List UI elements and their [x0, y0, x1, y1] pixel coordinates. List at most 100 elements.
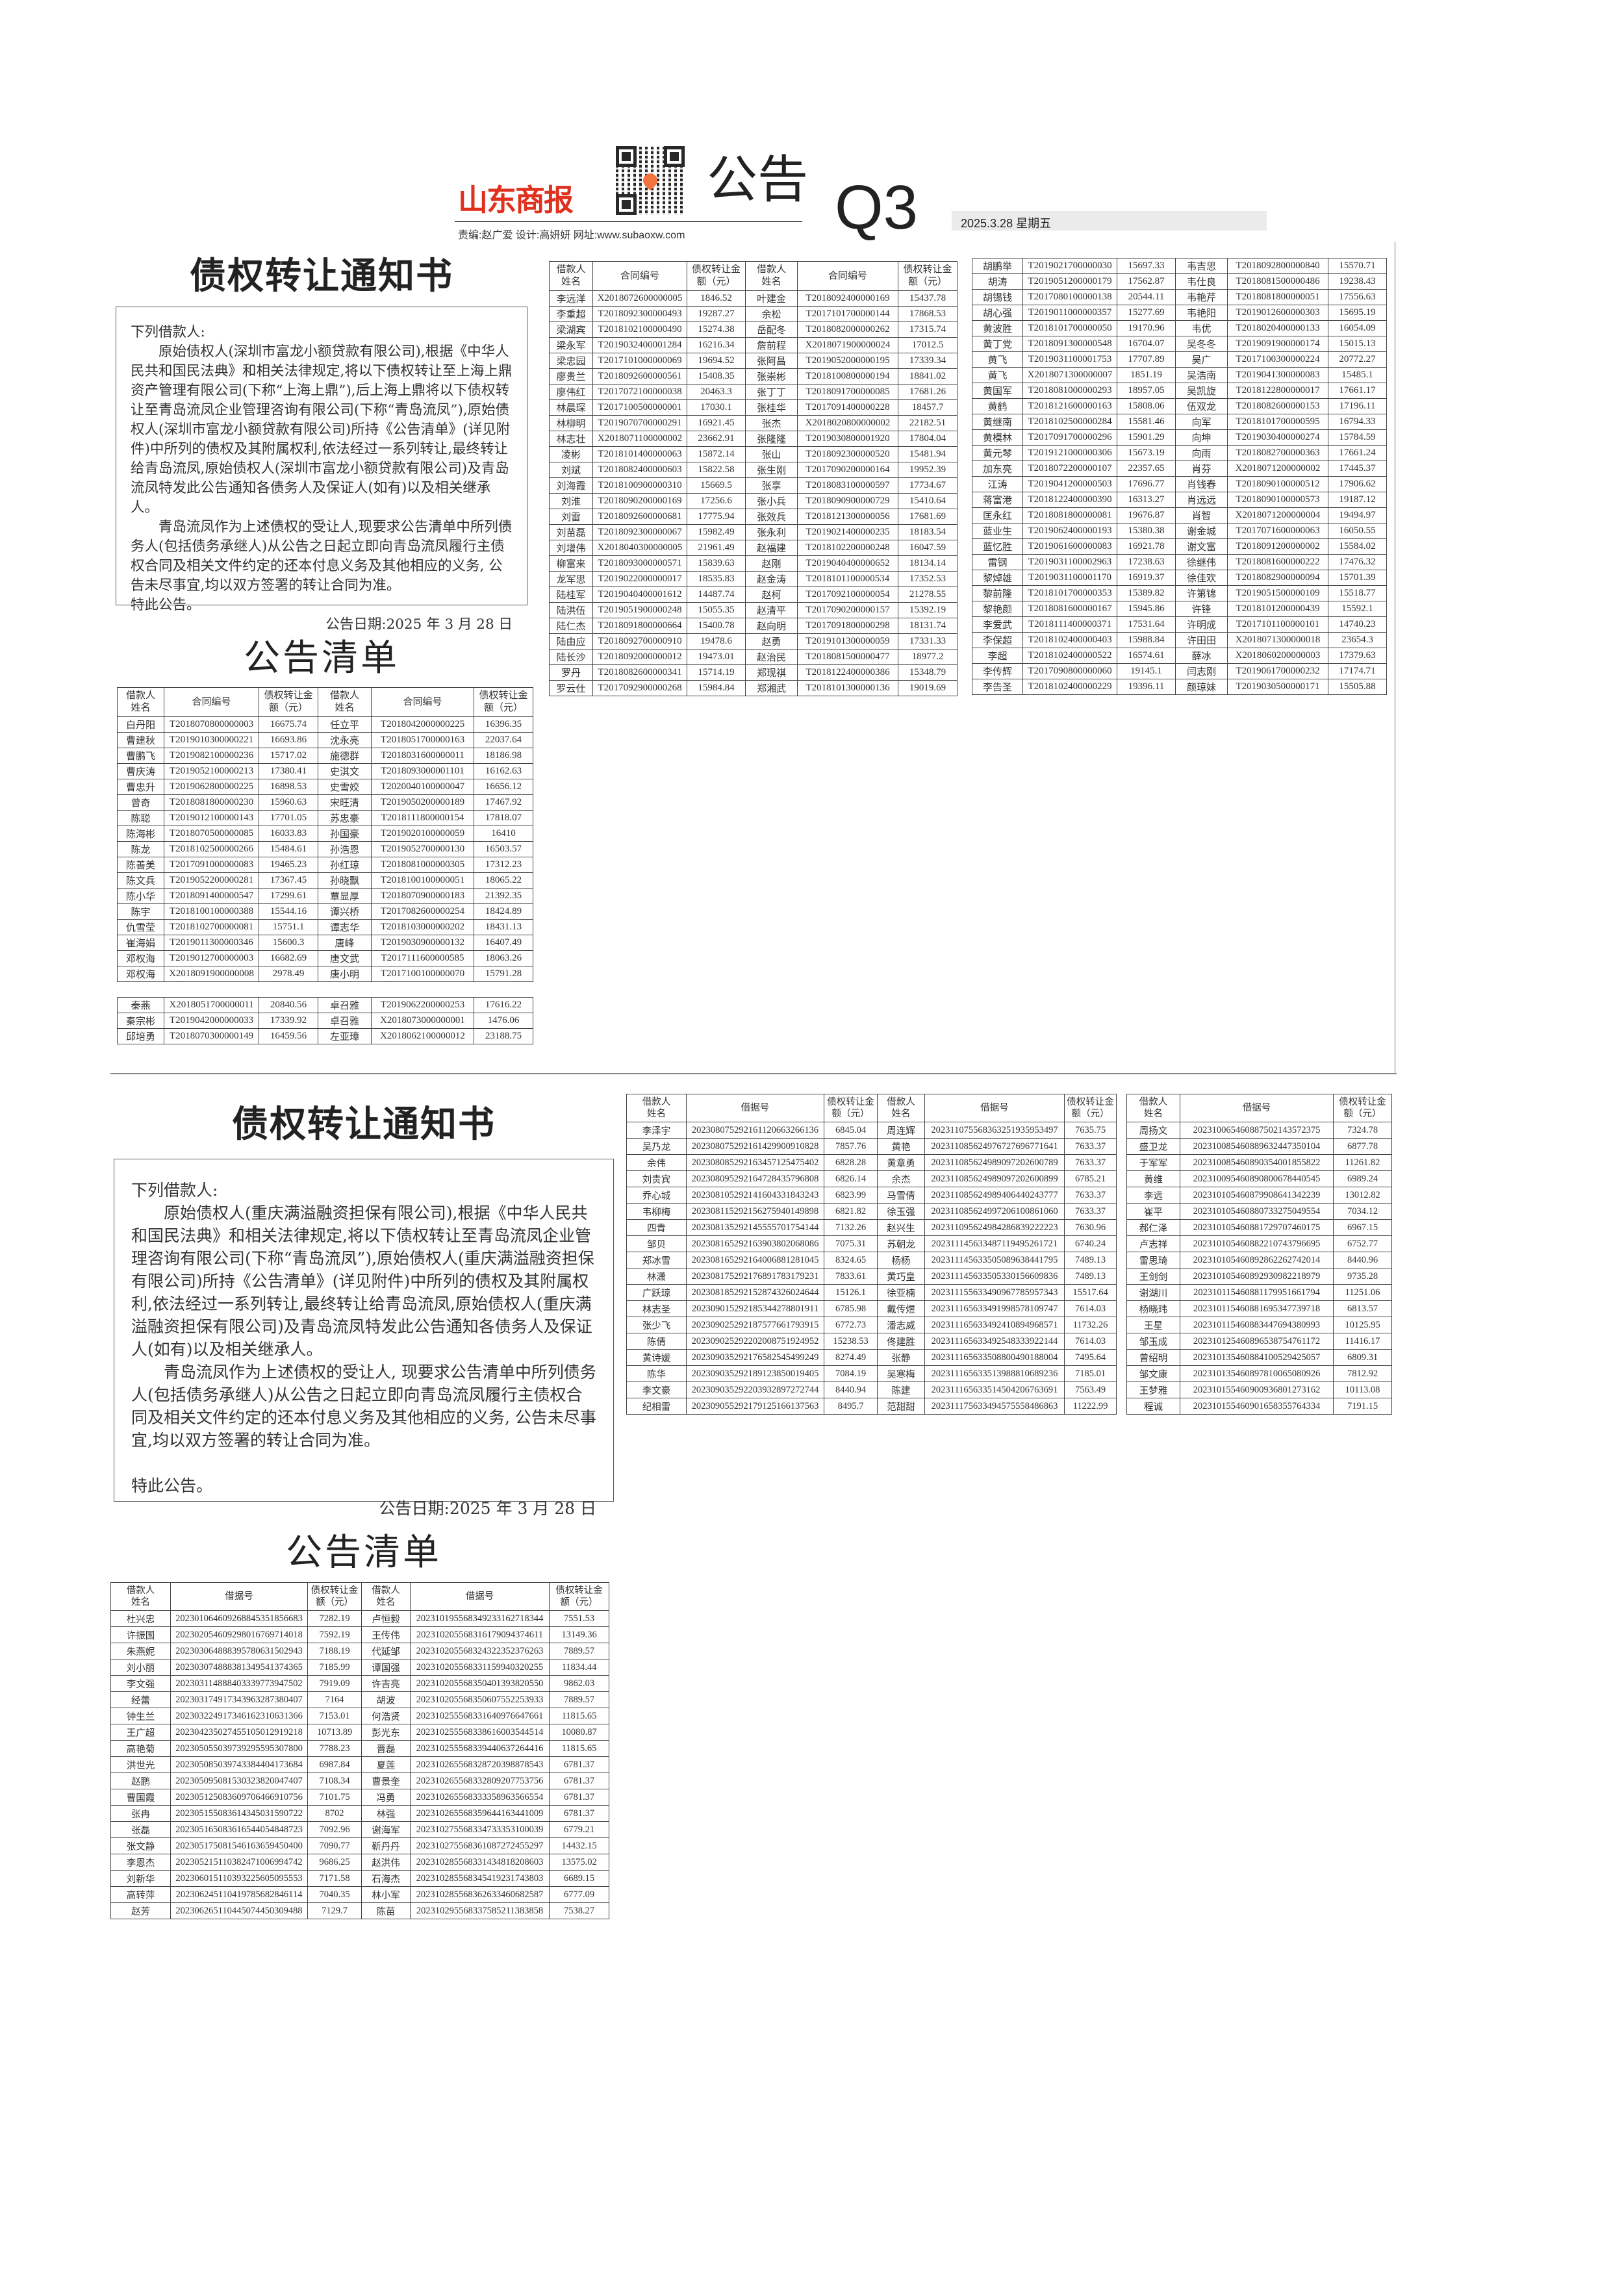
- borrower-name-cell: 李重超: [549, 306, 593, 322]
- contract-number-cell: T2019082100000236: [164, 748, 259, 764]
- borrower-name-cell: 吴广: [1175, 351, 1228, 368]
- borrower-name-cell: 苏朝龙: [877, 1235, 925, 1252]
- table-row: 曾奇 T2018081800000230 15960.63 宋旺清 T201905020…: [117, 794, 533, 811]
- contract-number-cell: T2018081000000293: [1022, 383, 1117, 399]
- transfer-amount-cell: 7889.57: [549, 1691, 609, 1708]
- contract-number-cell: T2018091700000085: [797, 384, 898, 400]
- borrower-name-cell: 林柳明: [549, 415, 593, 431]
- loan-number-cell: 202310255568339440637264416: [410, 1740, 550, 1757]
- loan-number-cell: 202310115460883447694380993: [1180, 1317, 1334, 1333]
- borrower-name-cell: 张冉: [110, 1805, 171, 1822]
- table-row: 刘斌 T2018082400000603 15822.58 张生刚 T201709020…: [549, 462, 958, 478]
- contract-number-cell: T2018102400000229: [1022, 679, 1117, 695]
- loan-number-cell: 202310195568349233162718344: [410, 1610, 550, 1627]
- transfer-amount-cell: 1851.19: [1117, 367, 1176, 383]
- transfer-amount-cell: 18841.02: [898, 368, 958, 385]
- notice2-date: 公告日期:2025 年 3 月 28 日: [379, 1499, 597, 1518]
- borrower-name-cell: 陈善美: [117, 857, 164, 873]
- borrower-name-cell: 刘小丽: [110, 1659, 171, 1676]
- notice1-paragraph: 原始债权人(深圳市富龙小额贷款有限公司),根据《中华人民共和国民法典》和相关法律…: [131, 344, 513, 516]
- column-header: 合同编号: [592, 261, 687, 291]
- borrower-name-cell: 刘淮: [549, 493, 593, 509]
- loan-number-cell: 202304235027455105012919218: [170, 1724, 308, 1741]
- column-header-line: 额（元）: [560, 1597, 598, 1608]
- borrower-name-cell: 李告圣: [972, 679, 1023, 695]
- column-header: 借据号: [686, 1094, 824, 1122]
- notice2-paragraph: 青岛流凤作为上述债权的受让人, 现要求公告清单中所列债务人(包括债务承继人)从公…: [131, 1363, 596, 1450]
- contract-number-cell: T2018082900000094: [1227, 570, 1328, 586]
- loan-number-cell: 202310285568362633460682587: [410, 1886, 550, 1903]
- borrower-name-cell: 黄元琴: [972, 445, 1023, 461]
- column-header-line: 姓名: [131, 703, 151, 713]
- transfer-amount-cell: 17562.87: [1117, 273, 1176, 290]
- table-row: 曹鹏飞 T2019082100000236 15717.02 施德群 T20180316…: [117, 748, 533, 764]
- transfer-amount-cell: 15988.84: [1117, 632, 1176, 648]
- transfer-amount-cell: 17379.63: [1328, 648, 1387, 664]
- column-header: 债权转让金 额（元）: [1064, 1094, 1117, 1122]
- contract-number-cell: T2018020400000133: [1227, 320, 1328, 336]
- borrower-name-cell: 赵洪伟: [361, 1854, 411, 1871]
- borrower-name-cell: 余伟: [626, 1154, 687, 1171]
- loan-number-cell: 202310155460901658355764334: [1180, 1398, 1334, 1415]
- transfer-amount-cell: 8274.49: [824, 1349, 878, 1366]
- transfer-amount-cell: 7633.37: [1064, 1187, 1117, 1204]
- transfer-amount-cell: 16050.55: [1328, 523, 1387, 539]
- borrower-name-cell: 凌彬: [549, 446, 593, 462]
- loan-number-cell: 202308085292163457125475402: [686, 1154, 824, 1171]
- transfer-amount-cell: 17681.69: [898, 509, 958, 525]
- contract-number-cell: T2018070900000183: [371, 888, 474, 904]
- transfer-amount-cell: 18957.05: [1117, 383, 1176, 399]
- table-row: 谢湖川 202310115460881179951661794 11251.06: [1126, 1284, 1392, 1301]
- table-row: 陆长沙 T2018092000000012 19473.01 赵治民 T20180815…: [549, 649, 958, 665]
- transfer-amount-cell: 15518.77: [1328, 585, 1387, 601]
- borrower-name-cell: 曹国霞: [110, 1789, 171, 1806]
- contract-number-cell: T2018092600000681: [592, 509, 687, 525]
- transfer-amount-cell: 15982.49: [687, 524, 746, 540]
- loan-number-cell: 202306015110393225605095553: [170, 1870, 308, 1887]
- column-header-line: 合同编号: [192, 696, 231, 707]
- borrower-name-cell: 蓝忆胜: [972, 538, 1023, 555]
- column-header-line: 借款人: [756, 264, 786, 275]
- transfer-amount-cell: 15784.59: [1328, 429, 1387, 446]
- borrower-name-cell: 赵金涛: [745, 571, 798, 587]
- borrower-name-cell: 梁永军: [549, 337, 593, 353]
- borrower-name-cell: 曹鹏飞: [117, 748, 164, 764]
- borrower-name-cell: 王广超: [110, 1724, 171, 1741]
- borrower-name-cell: 纪相雷: [626, 1398, 687, 1415]
- table-row: 邱培勇 T2018070300000149 16459.56 左亚璋 X20180621…: [117, 1028, 533, 1044]
- table-row: 黄波胜 T2018101700000050 19170.96 韦优 T201802040…: [972, 320, 1387, 336]
- table-row: 秦宗彬 T2019042000000033 17339.92 卓召雅 X20180730…: [117, 1013, 533, 1029]
- contract-number-cell: T2018081800000081: [1022, 507, 1117, 524]
- transfer-amount-cell: 6740.24: [1064, 1235, 1117, 1252]
- table-row: 林潇 202308175292176891783179231 7833.61 黄巧皇 2…: [626, 1268, 1117, 1285]
- contract-number-cell: T2018091400000547: [164, 888, 259, 904]
- loan-number-cell: 202310105460892862262742014: [1180, 1252, 1334, 1268]
- transfer-amount-cell: 7538.27: [549, 1902, 609, 1919]
- borrower-name-cell: 曾绍明: [1126, 1349, 1180, 1366]
- loan-number-cell: 202311085624989406440243777: [924, 1187, 1065, 1204]
- contract-number-cell: T2018090900000729: [797, 493, 898, 509]
- contract-number-cell: T2018101700000595: [1227, 414, 1328, 430]
- table-row: 杜兴忠 202301064609268845351856683 7282.19 卢恒毅…: [110, 1610, 609, 1627]
- contract-number-cell: T2019031100001753: [1022, 351, 1117, 368]
- table-row: 加东亮 T2018072200000107 22357.65 肖芬 X201807120…: [972, 460, 1387, 477]
- loan-number-cell: 202311085624976727696771641: [924, 1138, 1065, 1155]
- transfer-amount-cell: 16396.35: [474, 716, 533, 733]
- contract-number-cell: T2018092700000910: [592, 633, 687, 650]
- list-table-column2: 借款人 姓名 合同编号 债权转让金 额（元） 借款人 姓名 合同编号 债权转让金 额（元） 李远洋 X…: [549, 261, 958, 696]
- loan-number-cell: 202311085624997206100861060: [924, 1203, 1065, 1220]
- transfer-amount-cell: 7614.03: [1064, 1333, 1117, 1350]
- borrower-name-cell: 林潇: [626, 1268, 687, 1285]
- borrower-name-cell: 颜琼妹: [1175, 679, 1228, 695]
- contract-number-cell: T2018122400000390: [1022, 492, 1117, 508]
- borrower-name-cell: 晋磊: [361, 1740, 411, 1757]
- column-header-line: 姓名: [131, 1597, 150, 1608]
- borrower-name-cell: 李爱武: [972, 616, 1023, 633]
- transfer-amount-cell: 15517.64: [1064, 1284, 1117, 1301]
- contract-number-cell: T2018081800000051: [1227, 289, 1328, 305]
- borrower-name-cell: 黎焯雄: [972, 570, 1023, 586]
- borrower-name-cell: 代延邹: [361, 1643, 411, 1659]
- loan-number-cell: 202305215110382471006994742: [170, 1854, 308, 1871]
- borrower-name-cell: 赵治民: [745, 649, 798, 665]
- transfer-amount-cell: 17696.77: [1117, 476, 1176, 492]
